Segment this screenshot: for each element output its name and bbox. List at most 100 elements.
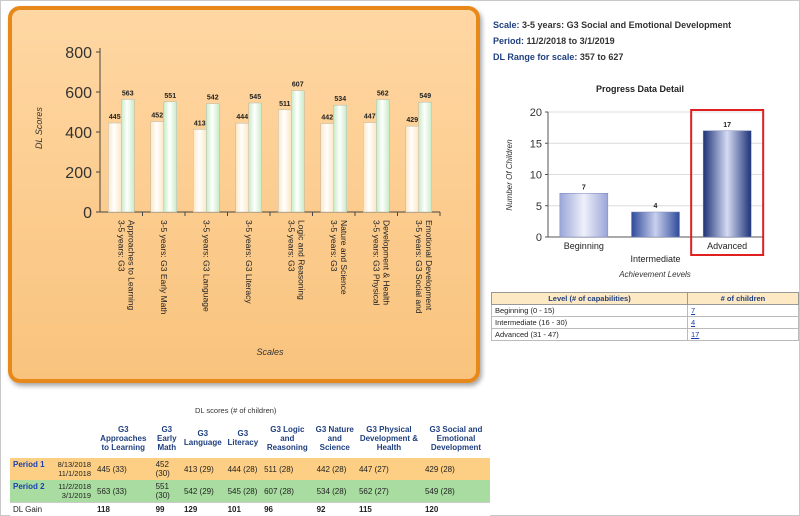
y-tick-label: 400 [65, 125, 92, 142]
y-tick-label: 600 [65, 85, 92, 102]
children-count-link[interactable]: 4 [690, 318, 696, 327]
x-tick-label: Approaches to Learning [126, 220, 136, 311]
gain-cell: 92 [313, 502, 356, 516]
children-count-link[interactable]: 7 [690, 306, 696, 315]
gain-cell: 120 [421, 502, 490, 516]
x-axis-label: Scales [256, 347, 284, 357]
scale-value: 3-5 years: G3 Social and Emotional Devel… [522, 20, 732, 30]
score-cell: 413 (29) [180, 458, 225, 480]
level-row: Beginning (0 - 15) 7 [491, 304, 800, 317]
bar [631, 211, 680, 238]
bar-value-label: 413 [194, 120, 206, 127]
gain-cell: 99 [152, 502, 181, 516]
bar [108, 122, 122, 213]
bar-value-label: 444 [236, 114, 248, 121]
x-tick-label: 3-5 years: G3 [329, 220, 339, 272]
period-1-start: 8/13/2018 [57, 460, 91, 469]
bar [376, 99, 390, 213]
bar [363, 122, 377, 213]
x-tick-label: Intermediate [630, 254, 680, 264]
period-2-row: Period 2 11/2/2018 3/1/2019 563 (33) 551… [10, 480, 490, 503]
y-tick-label: 5 [536, 201, 542, 213]
scores-table-caption: DL scores (# of children) [195, 406, 277, 415]
column-header: G3 Social and Emotional Development [429, 424, 483, 452]
x-axis-label: Achievement Levels [618, 270, 691, 279]
score-cell: 542 (29) [180, 480, 225, 503]
score-cell: 452 (30) [152, 458, 181, 480]
bar [235, 122, 249, 213]
bar [193, 129, 207, 213]
bar [291, 90, 305, 213]
period-value: 11/2/2018 to 3/1/2019 [526, 36, 615, 46]
score-cell: 549 (28) [421, 480, 490, 503]
x-tick-label: Emotional Development [424, 220, 434, 311]
bar-value-label: 442 [321, 115, 333, 122]
score-cell: 511 (28) [261, 458, 314, 480]
level-name: Intermediate (16 - 30) [491, 316, 688, 329]
bar-value-label: 551 [164, 93, 176, 100]
bar [418, 101, 432, 213]
score-cell: 447 (27) [355, 458, 422, 480]
bar [702, 130, 752, 238]
scale-label: Scale: [493, 20, 520, 30]
level-row: Advanced (31 - 47) 17 [491, 328, 800, 341]
period-1-label: Period 1 [13, 460, 45, 469]
score-cell: 562 (27) [355, 480, 422, 503]
bar-value-label: 452 [151, 113, 163, 120]
period-1-row: Period 1 8/13/2018 11/1/2018 445 (33) 45… [10, 458, 490, 480]
column-header: G3 Approaches to Learning [100, 424, 147, 452]
bar [163, 101, 177, 213]
dl-gain-label: DL Gain [10, 502, 94, 516]
score-cell: 607 (28) [261, 480, 314, 503]
bar-value-label: 542 [207, 95, 219, 102]
column-header: G3 Literacy [227, 429, 259, 447]
period-2-label: Period 2 [13, 482, 45, 491]
range-label: DL Range for scale: [493, 52, 578, 62]
x-tick-label: Nature and Science [339, 220, 349, 295]
empty-header [10, 418, 94, 458]
children-count-header: # of children [686, 292, 800, 305]
scale-info: Scale: 3-5 years: G3 Social and Emotiona… [493, 17, 731, 65]
level-table: Level (# of capabilities) # of children … [491, 292, 800, 341]
bar [405, 125, 419, 213]
score-cell: 429 (28) [421, 458, 490, 480]
progress-chart-title: Progress Data Detail [596, 84, 684, 94]
period-2-end: 3/1/2019 [61, 491, 91, 500]
score-cell: 444 (28) [224, 458, 262, 480]
period-1-end: 11/1/2018 [58, 469, 91, 478]
bar-value-label: 4 [654, 203, 658, 210]
bar-value-label: 549 [419, 93, 431, 100]
x-tick-label: Advanced [707, 241, 747, 251]
bar-value-label: 563 [122, 90, 134, 97]
y-tick-label: 0 [536, 232, 542, 244]
highlight-box [690, 109, 765, 256]
progress-data-detail-chart: Progress Data Detail 0 5 10 15 20 Number Of Ch… [505, 84, 765, 279]
level-header: Level (# of capabilities) [491, 292, 688, 305]
y-tick-label: 15 [530, 138, 542, 150]
score-cell: 545 (28) [224, 480, 262, 503]
gain-cell: 118 [94, 502, 153, 516]
bar-value-label: 7 [582, 184, 586, 191]
y-tick-label: 20 [530, 107, 542, 119]
gain-cell: 101 [224, 502, 262, 516]
column-header: G3 Early Math [156, 424, 177, 452]
bar-value-label: 511 [279, 101, 290, 108]
y-tick-label: 800 [65, 45, 92, 62]
y-tick-label: 0 [83, 205, 92, 222]
gain-cell: 129 [180, 502, 225, 516]
x-tick-label: 3-5 years: G3 Literacy [244, 220, 254, 304]
bar-value-label: 447 [364, 114, 376, 121]
period-label: Period: [493, 36, 525, 46]
dl-scores-chart: 0 200 400 600 800 DL Scores Scales 445 563 3-5 ye… [34, 45, 441, 357]
x-tick-label: Beginning [564, 241, 604, 251]
bar [278, 109, 292, 213]
children-count-link[interactable]: 17 [690, 330, 700, 339]
x-tick-label: Logic and Reasoning [296, 220, 306, 300]
x-tick-label: 3-5 years: G3 Language [201, 220, 211, 312]
x-tick-label: 3-5 years: G3 Physical [371, 220, 381, 306]
column-header: G3 Language [183, 429, 222, 447]
score-cell: 551 (30) [152, 480, 181, 503]
range-value: 357 to 627 [579, 52, 624, 62]
bar [150, 121, 164, 213]
column-header: G3 Physical Development & Health [359, 424, 419, 452]
